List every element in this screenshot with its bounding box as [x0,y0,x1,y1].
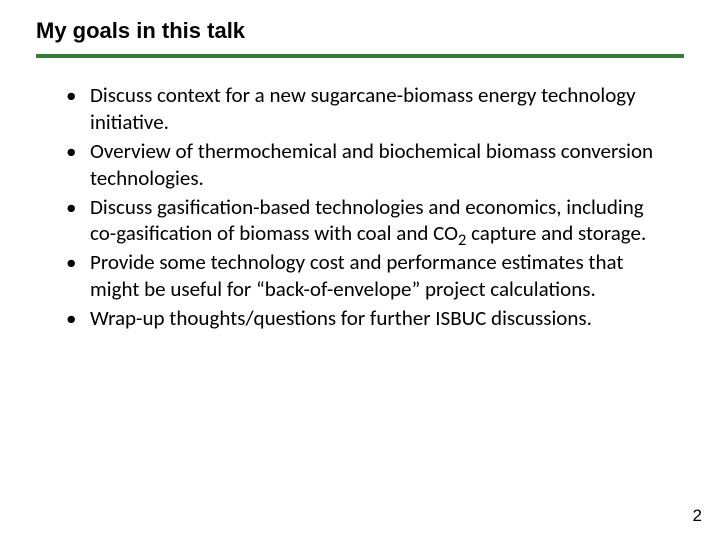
page-number: 2 [693,506,702,526]
slide: My goals in this talk Discuss context fo… [0,0,720,540]
bullet-list: Discuss context for a new sugarcane-biom… [36,58,684,332]
bullet-item: Wrap-up thoughts/questions for further I… [66,305,654,332]
bullet-item: Overview of thermochemical and biochemic… [66,138,654,192]
slide-title: My goals in this talk [36,18,684,44]
bullet-item: Discuss gasification-based technologies … [66,194,654,248]
bullet-item: Discuss context for a new sugarcane-biom… [66,82,654,136]
bullet-item: Provide some technology cost and perform… [66,249,654,303]
